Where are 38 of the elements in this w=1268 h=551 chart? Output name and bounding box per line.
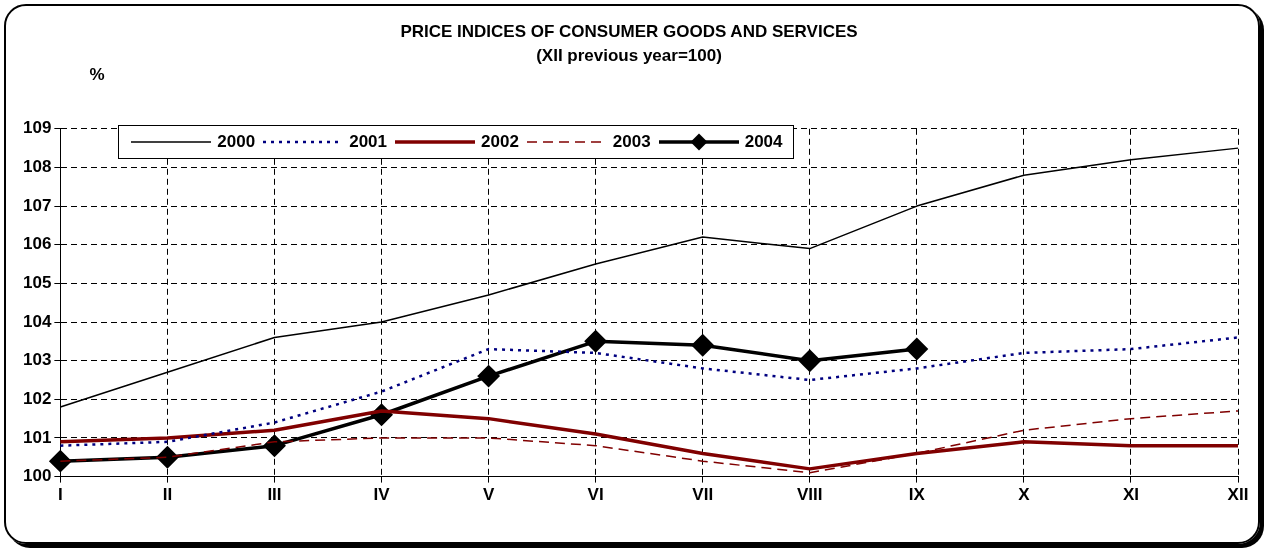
y-tick-label: 101 [22,427,52,447]
y-tick-label: 103 [22,350,52,370]
y-tick-label: 108 [22,157,52,177]
x-tick-label: VII [692,485,714,505]
point [263,434,286,457]
chart-title: PRICE INDICES OF CONSUMER GOODS AND SERVICES [400,21,858,41]
x-tick-label: II [162,485,173,505]
legend-label: 2000 [217,131,256,152]
legend-label: 2002 [481,131,519,152]
legend-label: 2003 [612,131,651,152]
y-tick-label: 102 [22,389,52,408]
y-tick-label: 109 [22,118,52,138]
x-tick-label: XII [1227,485,1249,505]
x-tick-label: VIII [797,485,823,505]
point [799,349,821,372]
point [906,338,928,360]
x-tick-label: I [58,485,63,505]
point [156,446,179,469]
legend-label: 2001 [349,131,388,152]
point [691,334,714,356]
y-tick-label: 100 [22,466,52,486]
x-tick-label: IV [373,485,391,505]
y-tick-label: 105 [22,273,52,293]
legend-label: 2004 [744,131,783,152]
x-tick-label: XI [1122,485,1139,505]
chart-subtitle: (XII previous year=100) [536,46,722,66]
y-tick-label: 106 [22,234,52,254]
x-tick-label: V [482,485,495,505]
x-tick-label: VI [587,485,604,505]
point [49,450,72,472]
point [477,365,500,387]
x-tick-label: III [267,485,282,505]
point [584,330,607,353]
x-tick-label: X [1018,485,1031,505]
y-tick-label: 104 [22,311,52,331]
y-tick-label: 107 [22,195,52,215]
y-axis-title: % [89,65,105,84]
x-tick-label: IX [908,485,926,505]
